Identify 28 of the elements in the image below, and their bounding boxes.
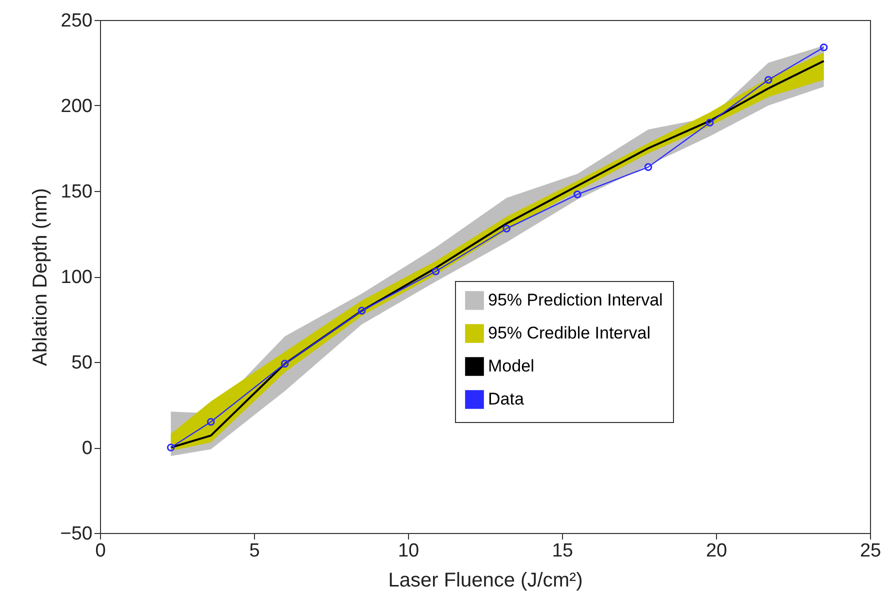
x-tick-label: 5 <box>249 540 260 562</box>
y-tick-label: 0 <box>82 438 92 459</box>
x-tick-label: 0 <box>95 540 106 562</box>
y-tick-label: −50 <box>60 524 92 544</box>
legend-label: Data <box>488 390 524 408</box>
point <box>280 360 289 368</box>
y-tick-label: 100 <box>60 267 92 288</box>
y-tick-label: 200 <box>60 96 92 117</box>
x-tick-label: 25 <box>860 540 882 562</box>
y-tick-label: 50 <box>71 352 92 374</box>
point <box>358 306 366 315</box>
point <box>573 190 582 198</box>
legend-label: Model <box>488 356 534 376</box>
legend-label: 95% Credible Interval <box>488 324 651 342</box>
point <box>432 267 440 276</box>
point <box>502 224 510 233</box>
legend-label: 95% Prediction Interval <box>488 290 663 310</box>
y-axis-title: Ablation Depth (nm) <box>29 188 52 366</box>
x-tick-label: 15 <box>552 540 574 562</box>
y-tick-label: 150 <box>60 182 92 202</box>
point <box>764 76 772 84</box>
x-tick-label: 20 <box>706 540 728 562</box>
point <box>206 418 215 426</box>
x-axis-title: Laser Fluence (J/cm²) <box>388 570 583 592</box>
point <box>706 118 714 127</box>
point <box>644 163 652 171</box>
x-tick-label: 10 <box>398 540 420 562</box>
y-tick-label: 250 <box>60 10 92 32</box>
